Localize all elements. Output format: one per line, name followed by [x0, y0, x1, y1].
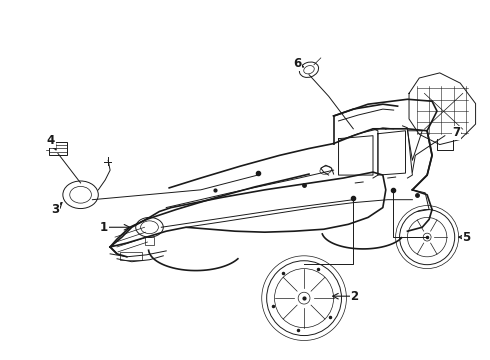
- Text: 4: 4: [47, 134, 55, 147]
- Text: 7: 7: [453, 126, 461, 139]
- Text: 3: 3: [51, 203, 59, 216]
- Text: 2: 2: [350, 290, 358, 303]
- Text: 1: 1: [100, 221, 108, 234]
- Bar: [49, 141, 67, 156]
- Text: 5: 5: [463, 231, 471, 244]
- Bar: [145, 237, 154, 245]
- Bar: [120, 252, 142, 260]
- Text: 6: 6: [293, 57, 301, 70]
